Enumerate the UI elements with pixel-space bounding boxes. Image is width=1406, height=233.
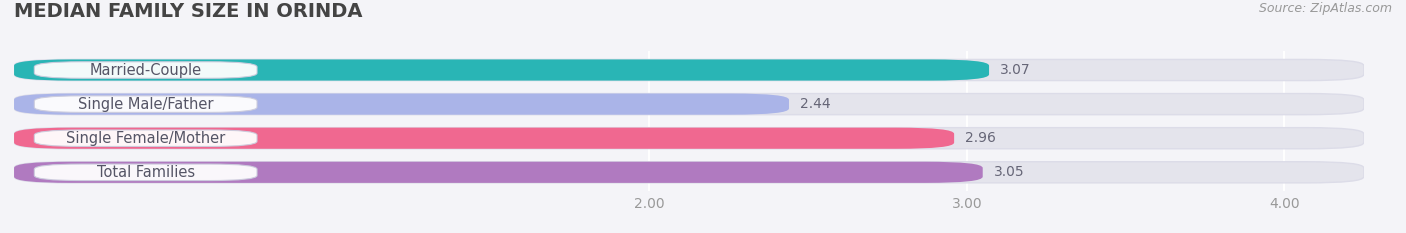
FancyBboxPatch shape: [14, 128, 1364, 149]
Text: Married-Couple: Married-Couple: [90, 62, 201, 78]
Text: Source: ZipAtlas.com: Source: ZipAtlas.com: [1258, 2, 1392, 15]
Text: Single Male/Father: Single Male/Father: [77, 97, 214, 112]
Text: MEDIAN FAMILY SIZE IN ORINDA: MEDIAN FAMILY SIZE IN ORINDA: [14, 2, 363, 21]
Text: 2.44: 2.44: [800, 97, 831, 111]
FancyBboxPatch shape: [34, 96, 257, 112]
Text: Single Female/Mother: Single Female/Mother: [66, 131, 225, 146]
Text: 3.05: 3.05: [994, 165, 1025, 179]
FancyBboxPatch shape: [34, 62, 257, 78]
FancyBboxPatch shape: [14, 59, 988, 81]
Text: 3.07: 3.07: [1000, 63, 1031, 77]
FancyBboxPatch shape: [34, 130, 257, 147]
FancyBboxPatch shape: [14, 93, 1364, 115]
FancyBboxPatch shape: [34, 164, 257, 181]
FancyBboxPatch shape: [14, 93, 789, 115]
Text: Total Families: Total Families: [97, 165, 194, 180]
FancyBboxPatch shape: [14, 128, 955, 149]
FancyBboxPatch shape: [14, 162, 1364, 183]
Text: 2.96: 2.96: [966, 131, 995, 145]
FancyBboxPatch shape: [14, 59, 1364, 81]
FancyBboxPatch shape: [14, 162, 983, 183]
